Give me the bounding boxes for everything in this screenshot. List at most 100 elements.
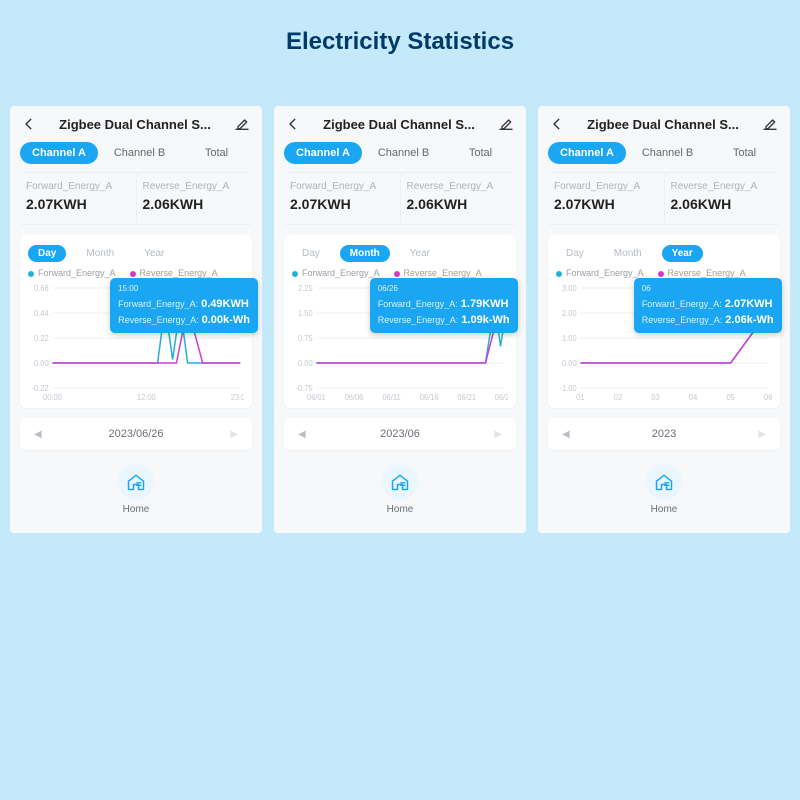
period-tab-month[interactable]: Month (340, 245, 390, 262)
device-title: Zigbee Dual Channel S... (300, 117, 498, 132)
period-tab-day[interactable]: Day (28, 245, 66, 262)
svg-text:04: 04 (689, 393, 698, 402)
metric-label: Reverse_Energy_A (407, 181, 511, 192)
period-tab-month[interactable]: Month (76, 245, 124, 262)
svg-text:06: 06 (764, 393, 772, 402)
svg-text:05: 05 (727, 393, 735, 402)
metric-value: 2.06KWH (143, 196, 247, 212)
svg-text:2.25: 2.25 (298, 284, 313, 293)
prev-icon[interactable]: ◀ (562, 429, 570, 440)
home-icon[interactable] (118, 464, 154, 500)
back-icon[interactable] (286, 117, 300, 131)
date-label: 2023/06 (380, 428, 420, 440)
page-title: Electricity Statistics (0, 0, 800, 106)
home-label: Home (10, 504, 262, 515)
svg-text:-1.00: -1.00 (560, 384, 577, 393)
chart-tooltip: 15:00 Forward_Energy_A:0.49KWH Reverse_E… (110, 278, 258, 333)
next-icon[interactable]: ▶ (494, 429, 502, 440)
svg-text:06/21: 06/21 (457, 393, 476, 402)
channel-tab[interactable]: Total (445, 142, 516, 164)
metric-card: Forward_Energy_A 2.07KWH (20, 173, 136, 224)
chart-tooltip: 06 Forward_Energy_A:2.07KWH Reverse_Ener… (634, 278, 782, 333)
svg-text:0.75: 0.75 (298, 334, 313, 343)
back-icon[interactable] (550, 117, 564, 131)
svg-text:06/01: 06/01 (307, 393, 326, 402)
device-title: Zigbee Dual Channel S... (564, 117, 762, 132)
chart-legend: Forward_Energy_A Reverse_Energy_A (292, 268, 508, 278)
chart-legend: Forward_Energy_A Reverse_Energy_A (28, 268, 244, 278)
prev-icon[interactable]: ◀ (298, 429, 306, 440)
channel-tab[interactable]: Channel B (632, 142, 703, 164)
next-icon[interactable]: ▶ (230, 429, 238, 440)
svg-text:1.50: 1.50 (298, 309, 313, 318)
metric-card: Reverse_Energy_A 2.06KWH (136, 173, 253, 224)
line-chart[interactable]: -1.000.001.002.003.00010203040506 06 For… (556, 282, 772, 402)
svg-text:0.00: 0.00 (298, 359, 313, 368)
svg-text:0.00: 0.00 (562, 359, 577, 368)
svg-text:01: 01 (576, 393, 584, 402)
svg-text:06/16: 06/16 (420, 393, 439, 402)
metric-label: Forward_Energy_A (554, 181, 658, 192)
period-tab-day[interactable]: Day (292, 245, 330, 262)
svg-text:0.44: 0.44 (34, 309, 49, 318)
date-label: 2023/06/26 (108, 428, 163, 440)
svg-text:0.22: 0.22 (34, 334, 49, 343)
date-label: 2023 (652, 428, 676, 440)
period-tab-year[interactable]: Year (662, 245, 703, 262)
svg-text:12:00: 12:00 (137, 393, 156, 402)
date-navigator: ◀ 2023 ▶ (548, 418, 780, 450)
channel-tab[interactable]: Channel B (368, 142, 439, 164)
metric-card: Forward_Energy_A 2.07KWH (548, 173, 664, 224)
svg-text:3.00: 3.00 (562, 284, 577, 293)
app-panel: Zigbee Dual Channel S... Channel A Channe… (274, 106, 526, 533)
app-panel: Zigbee Dual Channel S... Channel A Channe… (538, 106, 790, 533)
metric-value: 2.07KWH (554, 196, 658, 212)
home-label: Home (274, 504, 526, 515)
panels-row: Zigbee Dual Channel S... Channel A Channe… (0, 106, 800, 533)
channel-tab-active[interactable]: Channel A (20, 142, 98, 164)
chart-card: Day Month Year Forward_Energy_A Reverse_En… (548, 235, 780, 408)
metric-value: 2.06KWH (671, 196, 775, 212)
metric-value: 2.07KWH (290, 196, 394, 212)
svg-text:00:00: 00:00 (43, 393, 62, 402)
edit-icon[interactable] (762, 116, 778, 132)
chart-legend: Forward_Energy_A Reverse_Energy_A (556, 268, 772, 278)
metric-label: Forward_Energy_A (290, 181, 394, 192)
prev-icon[interactable]: ◀ (34, 429, 42, 440)
svg-text:2.00: 2.00 (562, 309, 577, 318)
period-tab-month[interactable]: Month (604, 245, 652, 262)
metric-card: Forward_Energy_A 2.07KWH (284, 173, 400, 224)
date-navigator: ◀ 2023/06 ▶ (284, 418, 516, 450)
chart-card: Day Month Year Forward_Energy_A Reverse_En… (284, 235, 516, 408)
period-tab-year[interactable]: Year (400, 245, 440, 262)
home-icon[interactable] (382, 464, 418, 500)
edit-icon[interactable] (234, 116, 250, 132)
home-label: Home (538, 504, 790, 515)
channel-tab[interactable]: Channel B (104, 142, 175, 164)
metric-label: Reverse_Energy_A (671, 181, 775, 192)
period-tab-year[interactable]: Year (134, 245, 174, 262)
metric-card: Reverse_Energy_A 2.06KWH (664, 173, 781, 224)
svg-text:06/06: 06/06 (345, 393, 364, 402)
svg-text:0.66: 0.66 (34, 284, 49, 293)
next-icon[interactable]: ▶ (758, 429, 766, 440)
date-navigator: ◀ 2023/06/26 ▶ (20, 418, 252, 450)
svg-text:06/11: 06/11 (382, 393, 400, 402)
channel-tab[interactable]: Total (181, 142, 252, 164)
edit-icon[interactable] (498, 116, 514, 132)
metric-label: Forward_Energy_A (26, 181, 130, 192)
channel-tab-active[interactable]: Channel A (284, 142, 362, 164)
chart-card: Day Month Year Forward_Energy_A Reverse_En… (20, 235, 252, 408)
metric-value: 2.07KWH (26, 196, 130, 212)
line-chart[interactable]: -0.750.000.751.502.2506/0106/0606/1106/1… (292, 282, 508, 402)
channel-tab[interactable]: Total (709, 142, 780, 164)
period-tab-day[interactable]: Day (556, 245, 594, 262)
metric-label: Reverse_Energy_A (143, 181, 247, 192)
svg-text:06/27: 06/27 (495, 393, 508, 402)
home-icon[interactable] (646, 464, 682, 500)
svg-text:0.00: 0.00 (34, 359, 49, 368)
line-chart[interactable]: -0.220.000.220.440.6600:0012:0023:00 15:… (28, 282, 244, 402)
svg-text:03: 03 (651, 393, 659, 402)
channel-tab-active[interactable]: Channel A (548, 142, 626, 164)
back-icon[interactable] (22, 117, 36, 131)
